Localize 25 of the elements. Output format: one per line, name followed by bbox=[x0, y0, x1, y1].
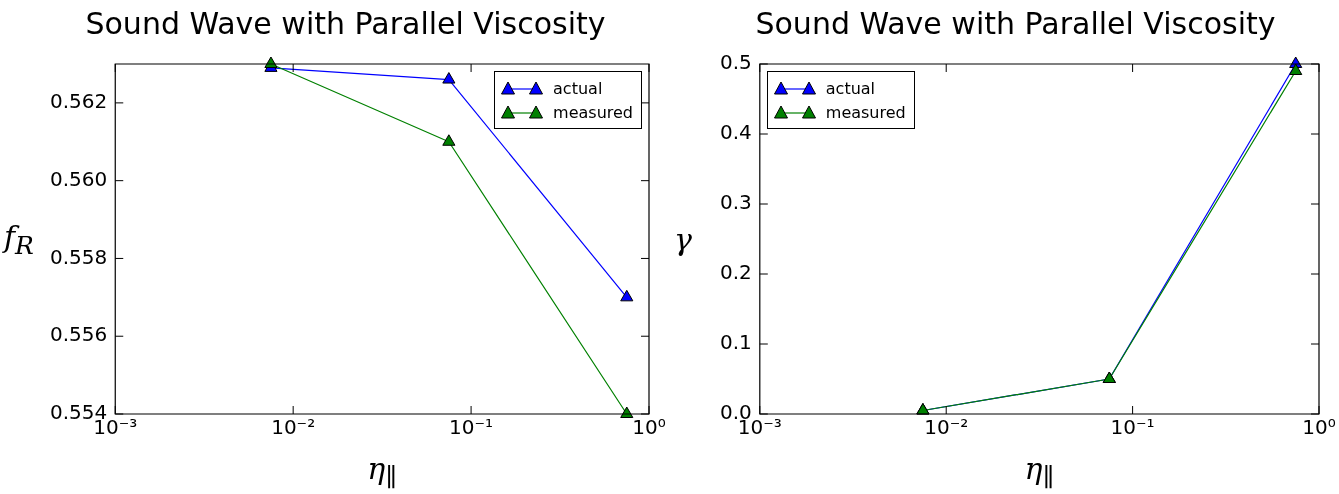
y-tick-label: 0.556 bbox=[49, 322, 108, 347]
y-axis-title: γ bbox=[674, 221, 692, 257]
y-tick-label: 0.562 bbox=[49, 89, 108, 114]
x-axis-title: η$_{∥}$ bbox=[1024, 451, 1055, 492]
legend-label: measured bbox=[553, 102, 633, 122]
y-tick-label: 0.560 bbox=[49, 166, 108, 191]
y-tick-label: 0.3 bbox=[719, 190, 752, 215]
x-tick-label: 10⁰ bbox=[632, 415, 666, 440]
y-tick-label: 0.5 bbox=[719, 50, 752, 75]
x-tick-label: 10⁻² bbox=[924, 415, 969, 440]
y-tick-label: 0.1 bbox=[719, 330, 752, 355]
legend-label: actual bbox=[553, 78, 603, 98]
x-tick-label: 10⁻¹ bbox=[1110, 415, 1155, 440]
y-tick-label: 0.2 bbox=[719, 260, 752, 285]
x-tick-label: 10⁰ bbox=[1302, 415, 1336, 440]
y-tick-label: 0.4 bbox=[719, 120, 752, 145]
chart-title: Sound Wave with Parallel Viscosity bbox=[755, 5, 1276, 41]
x-axis-title: η$_{∥}$ bbox=[367, 451, 397, 492]
legend-label: measured bbox=[825, 102, 906, 122]
legend-label: actual bbox=[825, 78, 876, 98]
y-axis-title: f$_{R}$ bbox=[4, 218, 34, 260]
x-tick-label: 10⁻¹ bbox=[449, 415, 494, 440]
x-tick-label: 10⁻² bbox=[271, 415, 316, 440]
chart-title: Sound Wave with Parallel Viscosity bbox=[85, 5, 606, 41]
y-tick-label: 0.558 bbox=[49, 244, 108, 269]
